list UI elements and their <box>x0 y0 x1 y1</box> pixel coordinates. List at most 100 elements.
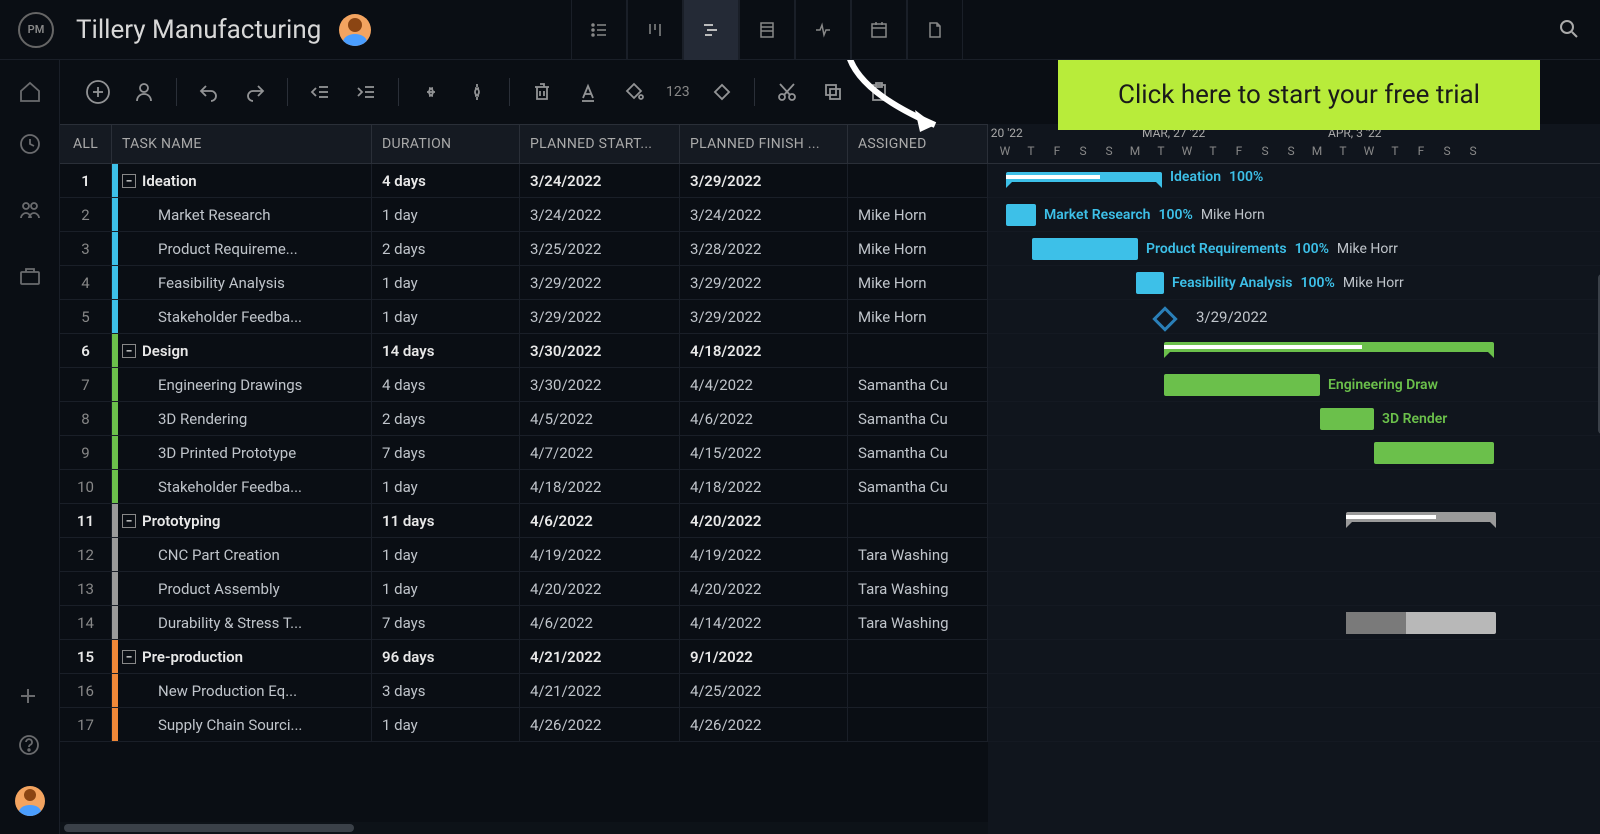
summary-bar[interactable] <box>1346 512 1496 522</box>
assigned-cell[interactable]: Tara Washing <box>848 572 988 605</box>
tool-number-label[interactable]: 123 <box>666 84 690 100</box>
task-name-cell[interactable]: Market Research <box>112 198 372 231</box>
gantt-row[interactable] <box>988 640 1600 674</box>
gantt-row[interactable] <box>988 504 1600 538</box>
duration-cell[interactable]: 7 days <box>372 606 520 639</box>
board-view-tab[interactable] <box>627 0 683 60</box>
duration-cell[interactable]: 1 day <box>372 300 520 333</box>
start-cell[interactable]: 4/6/2022 <box>520 504 680 537</box>
start-cell[interactable]: 3/29/2022 <box>520 266 680 299</box>
start-cell[interactable]: 3/25/2022 <box>520 232 680 265</box>
add-icon[interactable] <box>18 686 42 710</box>
task-name-cell[interactable]: New Production Eq... <box>112 674 372 707</box>
task-name-cell[interactable]: −Ideation <box>112 164 372 197</box>
search-icon[interactable] <box>1558 18 1582 42</box>
table-row[interactable]: 93D Printed Prototype7 days4/7/20224/15/… <box>60 436 988 470</box>
gantt-row[interactable]: Engineering Draw <box>988 368 1600 402</box>
task-name-cell[interactable]: −Design <box>112 334 372 367</box>
gantt-row[interactable] <box>988 470 1600 504</box>
assigned-cell[interactable]: Samantha Cu <box>848 368 988 401</box>
duration-cell[interactable]: 7 days <box>372 436 520 469</box>
task-name-cell[interactable]: −Pre-production <box>112 640 372 673</box>
milestone-icon[interactable] <box>1152 306 1177 331</box>
assigned-cell[interactable]: Tara Washing <box>848 538 988 571</box>
gantt-row[interactable] <box>988 572 1600 606</box>
task-bar[interactable]: Market Research100%Mike Horn <box>1006 204 1036 226</box>
table-row[interactable]: 5Stakeholder Feedba...1 day3/29/20223/29… <box>60 300 988 334</box>
gantt-view-tab[interactable] <box>683 0 739 60</box>
team-icon[interactable] <box>18 198 42 222</box>
gantt-row[interactable]: Feasibility Analysis100%Mike Horr <box>988 266 1600 300</box>
finish-cell[interactable]: 4/6/2022 <box>680 402 848 435</box>
assigned-cell[interactable] <box>848 640 988 673</box>
finish-cell[interactable]: 4/19/2022 <box>680 538 848 571</box>
task-name-cell[interactable]: −Prototyping <box>112 504 372 537</box>
task-bar[interactable] <box>1346 612 1496 634</box>
sheet-view-tab[interactable] <box>739 0 795 60</box>
start-cell[interactable]: 3/24/2022 <box>520 164 680 197</box>
duration-cell[interactable]: 2 days <box>372 402 520 435</box>
task-name-cell[interactable]: Stakeholder Feedba... <box>112 300 372 333</box>
clock-icon[interactable] <box>18 132 42 156</box>
text-icon[interactable] <box>574 78 602 106</box>
table-row[interactable]: 11−Prototyping11 days4/6/20224/20/2022 <box>60 504 988 538</box>
calendar-view-tab[interactable] <box>851 0 907 60</box>
copy-icon[interactable] <box>819 78 847 106</box>
diamond-icon[interactable] <box>708 78 736 106</box>
briefcase-icon[interactable] <box>18 264 42 288</box>
duration-cell[interactable]: 4 days <box>372 164 520 197</box>
task-name-cell[interactable]: Product Requireme... <box>112 232 372 265</box>
gantt-row[interactable]: Market Research100%Mike Horn <box>988 198 1600 232</box>
finish-cell[interactable]: 4/18/2022 <box>680 470 848 503</box>
start-cell[interactable]: 4/21/2022 <box>520 640 680 673</box>
link-icon[interactable] <box>417 78 445 106</box>
start-cell[interactable]: 4/26/2022 <box>520 708 680 741</box>
table-row[interactable]: 14Durability & Stress T...7 days4/6/2022… <box>60 606 988 640</box>
redo-icon[interactable] <box>241 78 269 106</box>
gantt-row[interactable] <box>988 708 1600 742</box>
task-name-cell[interactable]: 3D Printed Prototype <box>112 436 372 469</box>
assigned-cell[interactable]: Mike Horn <box>848 266 988 299</box>
duration-cell[interactable]: 1 day <box>372 266 520 299</box>
summary-bar[interactable] <box>1164 342 1494 352</box>
finish-cell[interactable]: 4/25/2022 <box>680 674 848 707</box>
duration-cell[interactable]: 2 days <box>372 232 520 265</box>
start-cell[interactable]: 4/18/2022 <box>520 470 680 503</box>
table-row[interactable]: 17Supply Chain Sourci...1 day4/26/20224/… <box>60 708 988 742</box>
task-bar[interactable]: Feasibility Analysis100%Mike Horr <box>1136 272 1164 294</box>
finish-cell[interactable]: 3/29/2022 <box>680 164 848 197</box>
gantt-row[interactable]: Product Requirements100%Mike Horr <box>988 232 1600 266</box>
table-row[interactable]: 2Market Research1 day3/24/20223/24/2022M… <box>60 198 988 232</box>
finish-cell[interactable]: 4/4/2022 <box>680 368 848 401</box>
collapse-icon[interactable]: − <box>122 174 136 188</box>
undo-icon[interactable] <box>195 78 223 106</box>
assigned-cell[interactable] <box>848 164 988 197</box>
project-title[interactable]: Tillery Manufacturing <box>76 15 321 45</box>
duration-cell[interactable]: 1 day <box>372 708 520 741</box>
task-bar[interactable]: 3D Render <box>1320 408 1374 430</box>
gantt-row[interactable] <box>988 436 1600 470</box>
app-logo[interactable]: PM <box>18 12 54 48</box>
table-row[interactable]: 16New Production Eq...3 days4/21/20224/2… <box>60 674 988 708</box>
paste-icon[interactable] <box>865 78 893 106</box>
assigned-cell[interactable]: Tara Washing <box>848 606 988 639</box>
col-header-duration[interactable]: DURATION <box>372 125 520 163</box>
cta-button[interactable]: Click here to start your free trial <box>1058 60 1540 130</box>
duration-cell[interactable]: 4 days <box>372 368 520 401</box>
gantt-row[interactable] <box>988 538 1600 572</box>
finish-cell[interactable]: 4/20/2022 <box>680 572 848 605</box>
table-row[interactable]: 4Feasibility Analysis1 day3/29/20223/29/… <box>60 266 988 300</box>
delete-icon[interactable] <box>528 78 556 106</box>
table-row[interactable]: 13Product Assembly1 day4/20/20224/20/202… <box>60 572 988 606</box>
activity-view-tab[interactable] <box>795 0 851 60</box>
home-icon[interactable] <box>18 80 42 104</box>
start-cell[interactable]: 3/30/2022 <box>520 334 680 367</box>
assigned-cell[interactable]: Samantha Cu <box>848 436 988 469</box>
assigned-cell[interactable]: Mike Horn <box>848 232 988 265</box>
table-row[interactable]: 1−Ideation4 days3/24/20223/29/2022 <box>60 164 988 198</box>
task-bar[interactable]: Engineering Draw <box>1164 374 1320 396</box>
duration-cell[interactable]: 96 days <box>372 640 520 673</box>
start-cell[interactable]: 4/5/2022 <box>520 402 680 435</box>
gantt-row[interactable] <box>988 606 1600 640</box>
task-name-cell[interactable]: Product Assembly <box>112 572 372 605</box>
